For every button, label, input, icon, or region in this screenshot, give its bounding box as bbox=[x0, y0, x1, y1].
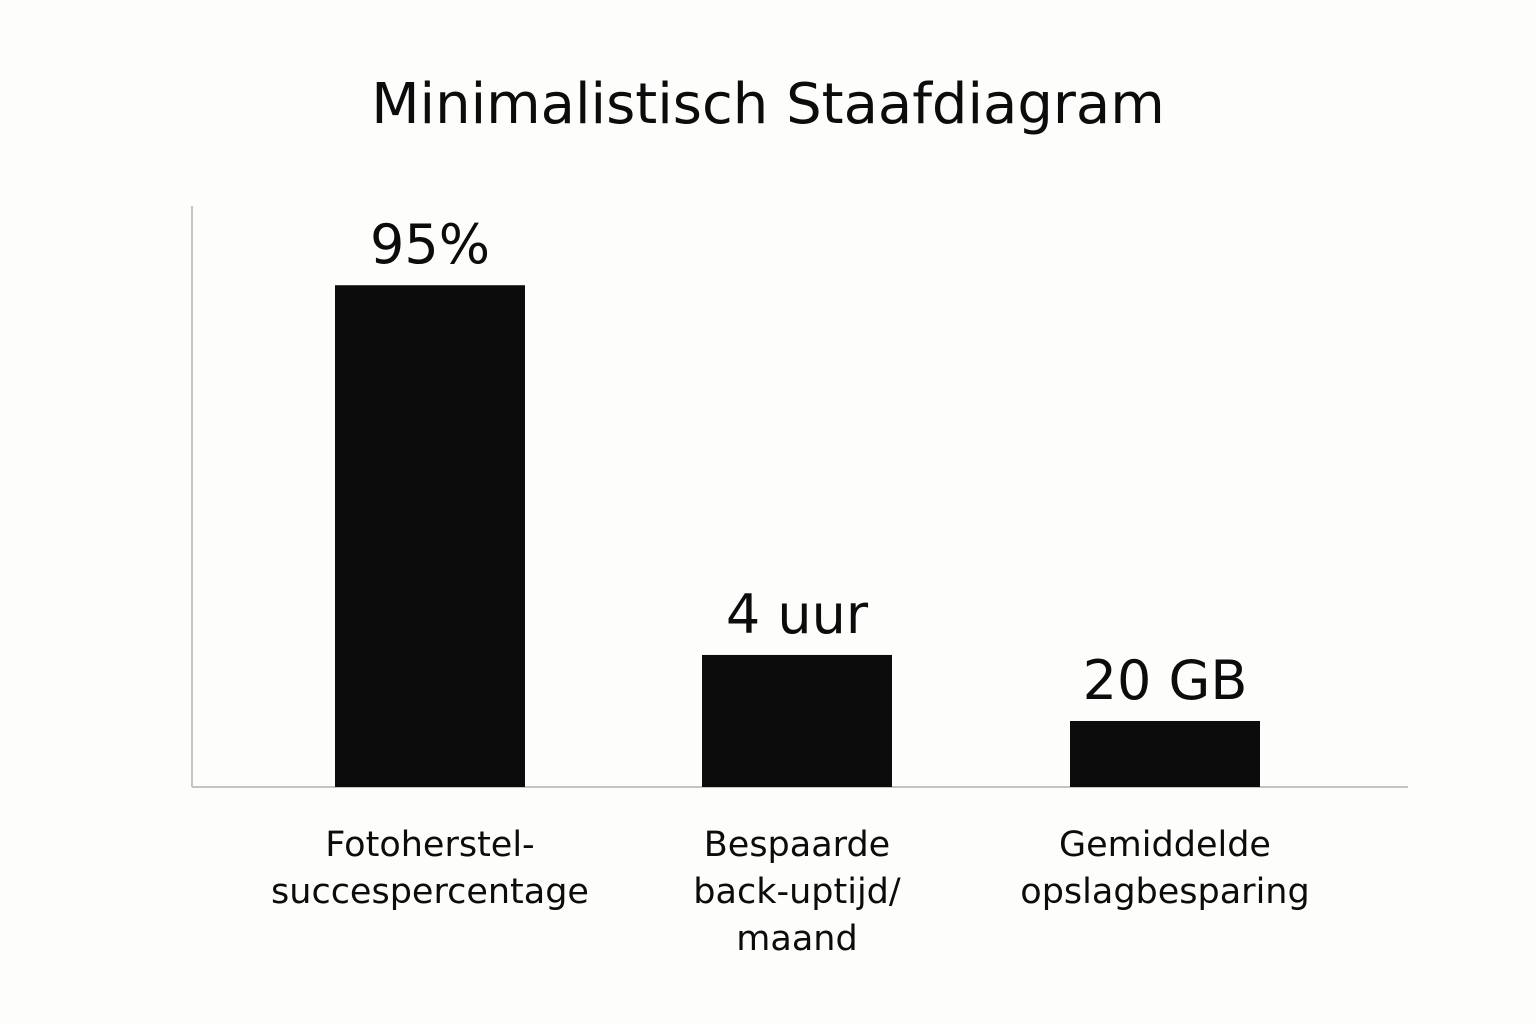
value-label-1: 95% bbox=[370, 213, 490, 276]
value-label-2: 4 uur bbox=[726, 583, 869, 646]
category-labels-group: Fotoherstel-succespercentage Bespaarde bac… bbox=[271, 825, 1310, 959]
category-label-1: Fotoherstel-succespercentage bbox=[271, 825, 589, 912]
bar-1 bbox=[335, 285, 525, 787]
value-labels-group: 95% 4 uur 20 GB bbox=[370, 213, 1247, 712]
bars-group bbox=[335, 285, 1260, 787]
category-label-line: back-uptijd/ bbox=[693, 872, 901, 912]
category-label-line: maand bbox=[736, 919, 857, 959]
category-label-line: opslagbesparing bbox=[1020, 872, 1309, 912]
category-label-line: Fotoherstel- bbox=[325, 825, 534, 865]
bar-2 bbox=[702, 654, 892, 787]
category-label-line: succespercentage bbox=[271, 872, 589, 912]
chart-title: Minimalistisch Staafdiagram bbox=[371, 72, 1165, 137]
bar-3 bbox=[1070, 720, 1260, 787]
value-label-3: 20 GB bbox=[1083, 649, 1248, 712]
category-label-2: Bespaarde back-uptijd/maand bbox=[693, 825, 901, 959]
category-label-3: Gemiddelde opslagbesparing bbox=[1020, 825, 1309, 912]
category-label-line: Gemiddelde bbox=[1059, 825, 1271, 865]
category-label-line: Bespaarde bbox=[704, 825, 890, 865]
